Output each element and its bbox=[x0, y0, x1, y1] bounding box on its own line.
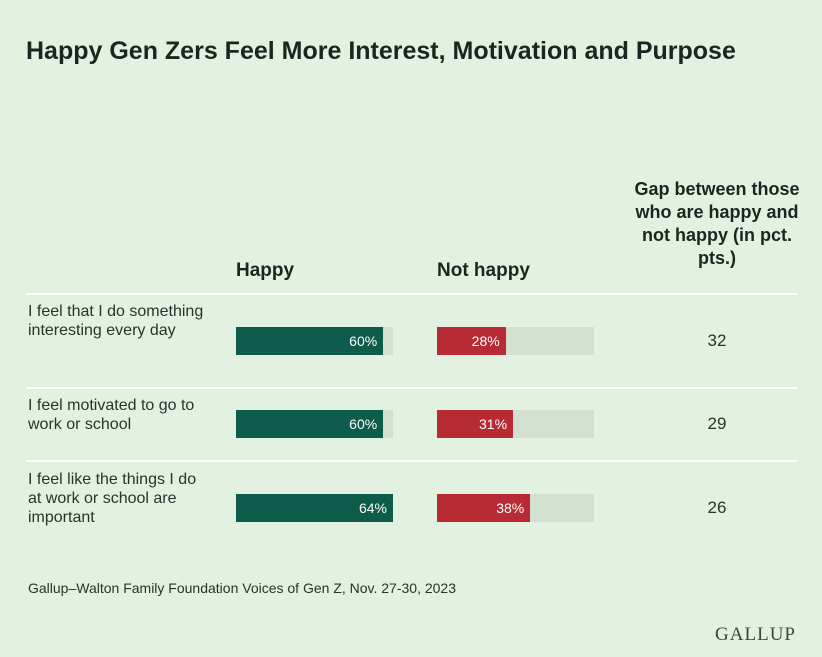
happy-bar: 60% bbox=[236, 327, 384, 355]
happy-bar: 60% bbox=[236, 410, 384, 438]
gap-value: 29 bbox=[707, 414, 727, 433]
not-happy-bar-label: 38% bbox=[496, 500, 525, 516]
source-note: Gallup–Walton Family Foundation Voices o… bbox=[28, 580, 457, 596]
not-happy-bar-label: 31% bbox=[479, 416, 508, 432]
not-happy-bar-track: 28% bbox=[437, 327, 594, 355]
happy-bar: 64% bbox=[236, 494, 393, 522]
not-happy-bar-label: 28% bbox=[471, 333, 500, 349]
chart-title: Happy Gen Zers Feel More Interest, Motiv… bbox=[26, 37, 736, 65]
happy-bar-label: 64% bbox=[358, 500, 387, 516]
happy-bar-track: 60% bbox=[236, 410, 393, 438]
table-row: I feel like the things I do at work or s… bbox=[0, 461, 822, 556]
not-happy-bar: 31% bbox=[437, 410, 514, 438]
table-row: I feel motivated to go to work or school… bbox=[0, 388, 822, 460]
gap-value: 26 bbox=[707, 498, 727, 517]
not-happy-bar-track: 31% bbox=[437, 410, 594, 438]
row-divider bbox=[26, 293, 797, 295]
row-label: I feel like the things I do at work or s… bbox=[28, 471, 197, 526]
happy-bar-label: 60% bbox=[349, 333, 378, 349]
row-divider bbox=[26, 387, 797, 389]
happy-bar-label: 60% bbox=[349, 416, 378, 432]
not-happy-bar-track: 38% bbox=[437, 494, 594, 522]
row-label: I feel motivated to go to work or school bbox=[28, 397, 195, 433]
row-divider bbox=[26, 460, 797, 462]
column-header-not-happy: Not happy bbox=[437, 260, 530, 281]
table-row: I feel that I do something interesting e… bbox=[0, 294, 822, 388]
not-happy-bar: 38% bbox=[437, 494, 531, 522]
row-label: I feel that I do something interesting e… bbox=[28, 303, 204, 339]
gap-value: 32 bbox=[707, 331, 727, 350]
not-happy-bar: 28% bbox=[437, 327, 506, 355]
column-header-gap: Gap between those who are happy and not … bbox=[634, 179, 800, 268]
column-header-happy: Happy bbox=[236, 260, 295, 281]
happy-bar-track: 64% bbox=[236, 494, 393, 522]
gallup-logo: GALLUP bbox=[715, 624, 796, 645]
happy-bar-track: 60% bbox=[236, 327, 393, 355]
